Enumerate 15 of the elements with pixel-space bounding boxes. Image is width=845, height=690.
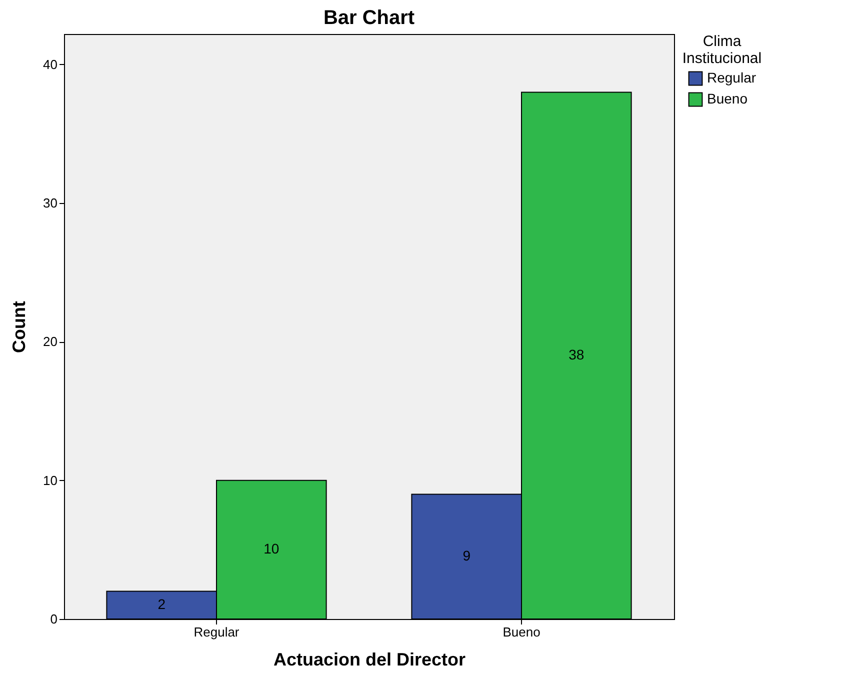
y-tick-label: 20: [43, 334, 58, 350]
data-label: 2: [158, 596, 166, 612]
data-label: 9: [462, 548, 471, 564]
legend-title: Clima Institucional: [682, 33, 762, 67]
y-tick-label: 0: [50, 612, 58, 626]
y-axis-title: Count: [9, 301, 30, 353]
y-tick-label: 30: [43, 196, 58, 211]
y-tick-label: 10: [43, 472, 58, 488]
legend-label: Regular: [707, 70, 756, 86]
data-label: 38: [568, 346, 584, 363]
data-label: 10: [264, 540, 280, 557]
x-axis-title: Actuacion del Director: [273, 650, 466, 670]
legend-label: Bueno: [707, 90, 748, 106]
y-tick-label: 40: [43, 57, 58, 72]
chart-title: Bar Chart: [323, 7, 415, 29]
